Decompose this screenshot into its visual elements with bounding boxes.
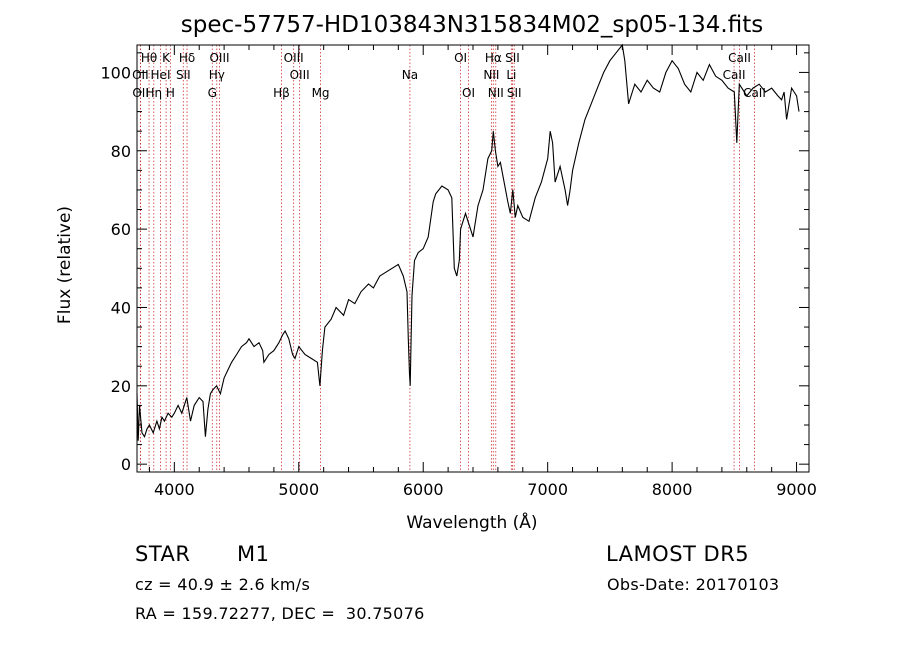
spectral-line-label: Hθ xyxy=(141,51,157,65)
coordinates: RA = 159.72277, DEC = 30.75076 xyxy=(135,604,425,623)
spectral-line-label: NII xyxy=(483,68,499,82)
survey-name: LAMOST DR5 xyxy=(606,542,750,566)
y-tick-label: 80 xyxy=(111,142,131,161)
x-tick-label: 8000 xyxy=(652,480,693,499)
y-tick-label: 0 xyxy=(121,455,131,474)
spectral-line-label: OII xyxy=(132,68,149,82)
y-tick-label: 100 xyxy=(100,63,131,82)
spectral-line-label: Hη xyxy=(145,86,162,100)
x-tick-label: 9000 xyxy=(776,480,817,499)
spectral-line-label: NII xyxy=(488,86,504,100)
spectral-line-label: H xyxy=(166,86,175,100)
spectral-line-label: OI xyxy=(462,86,475,100)
spectral-line-label: OIII xyxy=(290,68,310,82)
y-axis-label: Flux (relative) xyxy=(55,206,75,324)
spectral-line-label: Na xyxy=(402,68,418,82)
spectral-line-label: Hβ xyxy=(273,86,290,100)
spectral-line-label: Mg xyxy=(312,86,330,100)
spectral-line-label: Hα xyxy=(485,51,502,65)
spectral-line-label: OIII xyxy=(284,51,304,65)
object-class: STAR xyxy=(135,542,191,566)
spectral-line-label: CaII xyxy=(728,51,751,65)
spectral-line-label: Li xyxy=(506,68,516,82)
spectral-line-label: CaII xyxy=(723,68,746,82)
x-axis-label: Wavelength (Å) xyxy=(406,511,537,533)
spectral-line-label: Hδ xyxy=(179,51,195,65)
spectral-line-label: G xyxy=(208,86,217,100)
spectral-line-label: OIII xyxy=(209,51,229,65)
spectral-line-label: CaII xyxy=(743,86,766,100)
spectral-line-label: OII xyxy=(132,86,149,100)
spectrum-series-line xyxy=(136,43,800,441)
spectral-line-markers xyxy=(139,45,755,472)
plot-frame xyxy=(136,44,810,473)
spectral-line-label: HeI xyxy=(151,68,171,82)
x-tick-label: 4000 xyxy=(154,480,195,499)
y-tick-label: 60 xyxy=(111,220,131,239)
spectral-line-label: SII xyxy=(176,68,191,82)
spectral-line-label: SII xyxy=(507,86,522,100)
y-tick-label: 20 xyxy=(111,377,131,396)
plot-axes: 4000 5000 6000 7000 8000 9000 0 20 40 60 80 100 xyxy=(100,44,817,499)
observation-date: Obs-Date: 20170103 xyxy=(607,575,780,594)
spectral-line-label: SII xyxy=(505,51,520,65)
object-subclass: M1 xyxy=(237,542,270,566)
redshift-velocity: cz = 40.9 ± 2.6 km/s xyxy=(135,575,311,594)
spectral-line-label: Hγ xyxy=(209,68,225,82)
spectral-line-label: OI xyxy=(454,51,467,65)
y-tick-label: 40 xyxy=(111,298,131,317)
x-tick-label: 6000 xyxy=(403,480,444,499)
spectral-line-label: K xyxy=(162,51,171,65)
x-tick-label: 7000 xyxy=(527,480,568,499)
chart-title: spec-57757-HD103843N315834M02_sp05-134.f… xyxy=(181,12,763,38)
x-tick-label: 5000 xyxy=(278,480,319,499)
